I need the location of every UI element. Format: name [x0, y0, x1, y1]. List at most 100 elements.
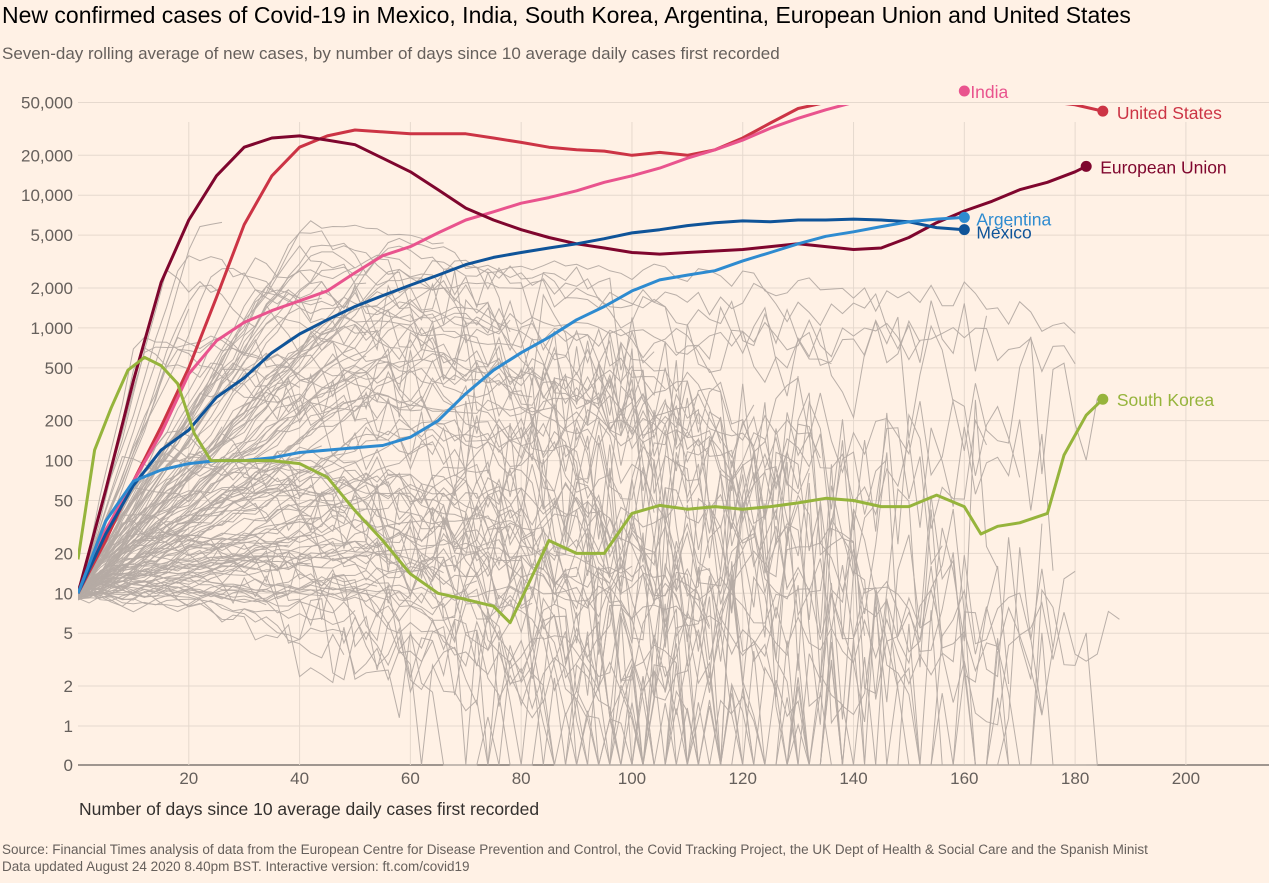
y-tick-label: 200 — [45, 412, 73, 431]
other-country-line — [78, 534, 533, 610]
series-end-marker-south-korea — [1097, 393, 1109, 405]
y-tick-label: 50,000 — [21, 93, 73, 112]
other-country-line — [78, 387, 655, 590]
other-country-line — [78, 580, 378, 603]
series-line-united-states — [78, 105, 1104, 594]
series-label-united-states: United States — [1117, 103, 1222, 123]
other-country-line — [78, 266, 356, 588]
other-country-line — [78, 555, 943, 766]
other-country-line — [78, 590, 345, 659]
y-tick-label: 5 — [64, 624, 73, 643]
x-tick-label: 100 — [618, 769, 646, 788]
series-label-european-union: European Union — [1100, 157, 1226, 177]
other-country-line — [78, 284, 854, 683]
other-country-line — [78, 465, 511, 588]
other-country-line — [78, 476, 722, 678]
other-country-line — [78, 495, 999, 766]
other-country-line — [78, 305, 511, 595]
other-country-line — [78, 484, 677, 766]
other-country-line — [78, 259, 1076, 596]
y-tick-label: 1,000 — [30, 319, 73, 338]
y-tick-label: 20 — [54, 544, 73, 563]
other-country-line — [78, 378, 810, 594]
other-country-line — [78, 513, 611, 596]
chart-title: New confirmed cases of Covid-19 in Mexic… — [2, 2, 1131, 28]
highlighted-series — [78, 105, 1104, 625]
source-note: Source: Financial Times analysis of data… — [2, 842, 1148, 857]
series-line-india — [78, 105, 850, 594]
other-country-line — [78, 221, 223, 591]
other-country-line — [78, 302, 1076, 595]
other-country-line — [78, 457, 710, 629]
y-tick-label: 500 — [45, 359, 73, 378]
x-tick-label: 160 — [950, 769, 978, 788]
x-tick-label: 80 — [512, 769, 531, 788]
other-countries-lines — [78, 220, 1120, 766]
other-country-line — [78, 352, 987, 595]
other-country-line — [78, 526, 710, 627]
other-country-line — [78, 220, 444, 589]
other-country-line — [78, 359, 810, 598]
update-note: Data updated August 24 2020 8.40pm BST. … — [2, 859, 470, 874]
series-label-mexico: Mexico — [976, 223, 1031, 243]
series-line-mexico — [78, 217, 965, 594]
y-tick-label: 5,000 — [30, 226, 73, 245]
other-country-line — [78, 581, 832, 766]
other-country-line — [78, 316, 411, 598]
other-country-line — [78, 245, 987, 588]
y-tick-label: 20,000 — [21, 146, 73, 165]
other-country-line — [78, 352, 1087, 766]
y-tick-label: 50 — [54, 492, 73, 511]
x-tick-label: 20 — [179, 769, 198, 788]
other-country-line — [78, 245, 367, 590]
x-tick-label: 60 — [401, 769, 420, 788]
other-country-line — [78, 557, 245, 599]
other-country-line — [78, 335, 389, 594]
other-country-line — [78, 314, 1054, 592]
series-end-marker-european-union — [1080, 160, 1092, 172]
other-country-line — [78, 588, 1064, 766]
line-chart: 0 1 2 5 10 20 50 100 200 500 1,000 2,000 5,000 10,000… — [21, 82, 1269, 819]
other-country-line — [78, 537, 456, 592]
series-end-marker-mexico — [958, 224, 970, 236]
other-country-line — [78, 550, 788, 766]
other-country-line — [78, 569, 865, 766]
y-tick-label: 0 — [64, 756, 73, 775]
series-end-marker-united-states — [1097, 105, 1109, 117]
x-tick-label: 200 — [1172, 769, 1200, 788]
other-country-line — [78, 323, 888, 590]
other-country-line — [78, 418, 289, 590]
x-tick-label: 180 — [1061, 769, 1089, 788]
x-axis-label: Number of days since 10 average daily ca… — [79, 799, 539, 819]
other-country-line — [78, 393, 655, 594]
x-tick-label: 140 — [839, 769, 867, 788]
y-tick-label: 10 — [54, 584, 73, 603]
y-tick-label: 2 — [64, 677, 73, 696]
other-country-line — [78, 242, 511, 588]
series-label-india: India — [970, 82, 1008, 102]
series-label-south-korea: South Korea — [1117, 390, 1215, 410]
footer: Source: Financial Times analysis of data… — [2, 841, 1148, 875]
series-line-south-korea — [78, 355, 1104, 625]
chart-subtitle: Seven-day rolling average of new cases, … — [2, 44, 780, 63]
series-end-marker-india — [958, 85, 970, 97]
other-country-line — [78, 269, 223, 600]
other-country-line — [78, 279, 921, 591]
other-country-line — [78, 394, 866, 636]
y-tick-label: 100 — [45, 452, 73, 471]
other-country-line — [78, 453, 533, 590]
y-axis-ticks: 0 1 2 5 10 20 50 100 200 500 1,000 2,000 5,000 10,000… — [21, 93, 73, 775]
other-country-line — [78, 473, 1010, 685]
other-country-line — [78, 400, 345, 596]
other-country-line — [78, 483, 522, 601]
other-country-line — [78, 376, 322, 592]
y-tick-label: 1 — [64, 717, 73, 736]
other-country-line — [78, 421, 1043, 680]
y-tick-label: 10,000 — [21, 186, 73, 205]
x-tick-label: 40 — [290, 769, 309, 788]
other-country-line — [78, 528, 189, 591]
series-end-marker-argentina — [958, 211, 970, 223]
y-tick-label: 2,000 — [30, 279, 73, 298]
other-country-line — [78, 260, 1098, 597]
other-country-line — [78, 443, 433, 590]
